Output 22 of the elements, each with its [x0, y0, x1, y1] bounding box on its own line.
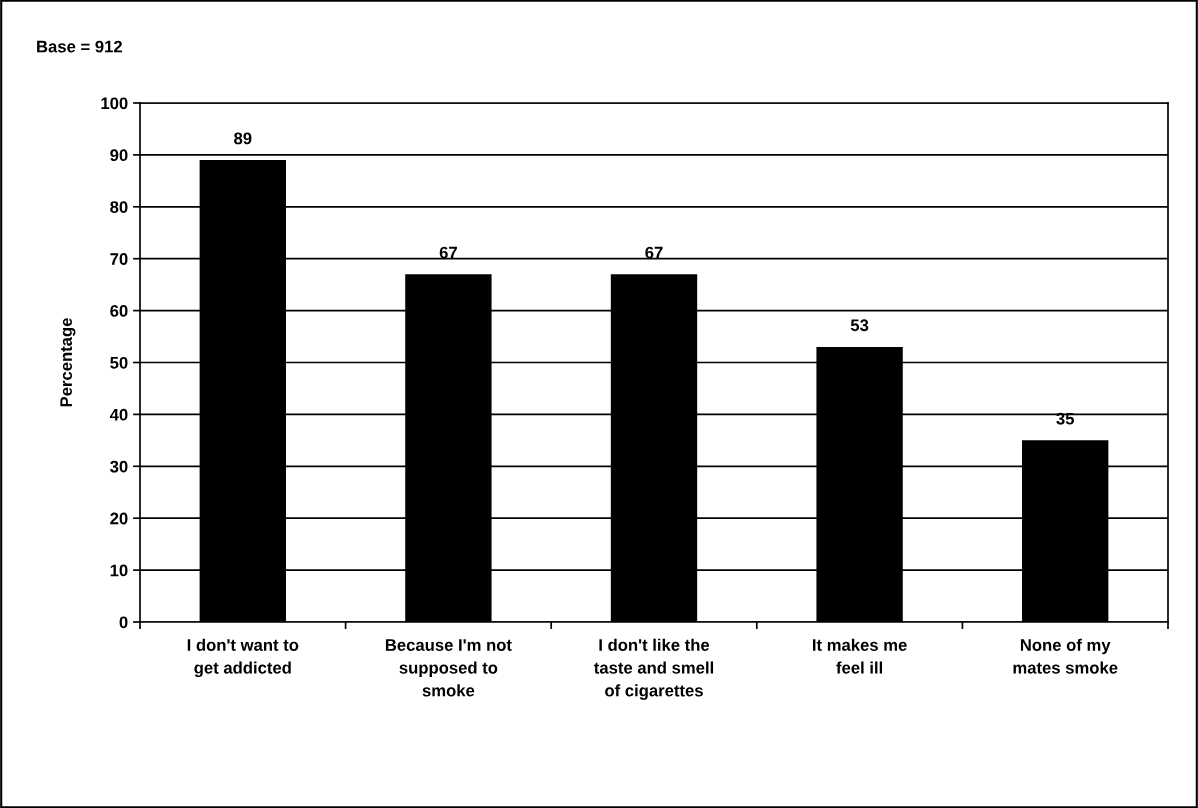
y-tick-label: 20	[110, 512, 128, 525]
data-label: 67	[645, 246, 663, 259]
data-label: 53	[850, 319, 869, 332]
x-tick-label: I don't want to get addicted	[187, 638, 299, 678]
y-tick-label: 0	[119, 616, 128, 629]
x-tick-label: Because I'm not supposed to smoke	[385, 639, 512, 697]
data-label: 89	[234, 132, 252, 145]
y-tick-label: 40	[109, 408, 128, 421]
y-tick-label: 50	[110, 356, 128, 369]
data-label: 67	[439, 246, 457, 259]
y-tick-label: 60	[110, 305, 128, 317]
x-tick-label: None of my mates smoke	[1013, 638, 1118, 674]
y-tick-label: 30	[110, 460, 128, 473]
chart-title: Base = 912	[37, 40, 122, 53]
y-tick-label: 90	[110, 149, 128, 162]
y-tick-label: 80	[110, 201, 128, 213]
y-tick-label: 100	[101, 97, 128, 110]
x-tick-label: It makes me feel ill	[813, 638, 907, 674]
y-tick-label: 70	[110, 253, 128, 265]
x-tick-label: I don't like the taste and smell of cigarettes	[594, 638, 714, 700]
y-tick-label: 10	[110, 564, 128, 577]
y-axis-title: Percentage	[60, 318, 76, 407]
